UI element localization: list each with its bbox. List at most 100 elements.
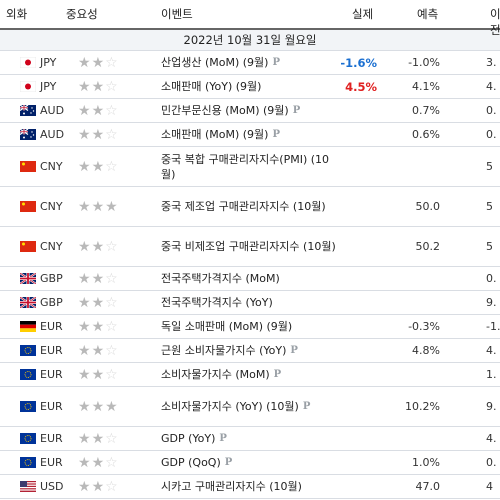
table-row[interactable]: GBP ★ ★ ☆ 전국주택가격지수 (MoM) 0. [0, 267, 500, 291]
star-empty-icon: ☆ [105, 478, 119, 495]
event-label[interactable]: 민간부문신용 (MoM) (9월) [161, 104, 289, 117]
event-name[interactable]: 중국 비제조업 구매관리자지수 (10월) [161, 227, 339, 266]
de-flag-icon [18, 315, 38, 338]
star-empty-icon: ☆ [105, 54, 119, 71]
currency-code: AUD [40, 128, 65, 141]
star-empty-icon: ☆ [105, 102, 119, 119]
star-filled-icon: ★ [78, 198, 92, 215]
header-actual[interactable]: 실제 [352, 7, 374, 21]
star-filled-icon: ★ [78, 366, 92, 383]
star-filled-icon: ★ [91, 366, 106, 383]
table-row[interactable]: USD ★ ★ ☆ 시카고 구매관리자지수 (10월) 47.0 4 [0, 475, 500, 499]
event-label[interactable]: 소비자물가지수 (MoM) [161, 368, 270, 381]
event-label[interactable]: 소매판매 (YoY) (9월) [161, 80, 262, 93]
cn-flag-icon [18, 147, 38, 186]
star-filled-icon: ★ [91, 398, 106, 415]
event-name[interactable]: 전국주택가격지수 (YoY) [161, 291, 339, 314]
header-previous[interactable]: 이전 [490, 7, 500, 37]
event-label[interactable]: 근원 소비자물가지수 (YoY) [161, 344, 287, 357]
event-name[interactable]: 근원 소비자물가지수 (YoY) P [161, 339, 339, 362]
table-row[interactable]: JPY ★ ★ ☆ 산업생산 (MoM) (9월) P -1.6% -1.0% 3. [0, 51, 500, 75]
event-label[interactable]: GDP (QoQ) [161, 456, 221, 469]
event-label[interactable]: 독일 소매판매 (MoM) (9월) [161, 320, 293, 333]
event-name[interactable]: GDP (QoQ) P [161, 451, 339, 474]
table-row[interactable]: AUD ★ ★ ☆ 소매판매 (MoM) (9월) P 0.6% 0. [0, 123, 500, 147]
preliminary-icon: P [302, 401, 311, 412]
importance-stars: ★ ★ ☆ [78, 99, 119, 122]
cn-flag-icon-svg [20, 241, 36, 252]
star-filled-icon: ★ [91, 342, 106, 359]
table-row[interactable]: EUR ★ ★ ☆ 근원 소비자물가지수 (YoY) P 4.8% 4. [0, 339, 500, 363]
importance-stars: ★ ★ ☆ [78, 227, 119, 266]
event-name[interactable]: 소매판매 (MoM) (9월) P [161, 123, 339, 146]
event-name[interactable]: 시카고 구매관리자지수 (10월) [161, 475, 339, 498]
table-row[interactable]: EUR ★ ★ ☆ 소비자물가지수 (MoM) P 1. [0, 363, 500, 387]
eu-flag-icon-svg [20, 369, 36, 380]
event-name[interactable]: 중국 복합 구매관리자지수(PMI) (10월) [161, 147, 339, 186]
event-label[interactable]: 소비자물가지수 (YoY) (10월) [161, 400, 299, 413]
event-label[interactable]: GDP (YoY) [161, 432, 216, 445]
table-row[interactable]: EUR ★ ★ ☆ 독일 소매판매 (MoM) (9월) -0.3% -1. [0, 315, 500, 339]
star-filled-icon: ★ [91, 238, 106, 255]
event-name[interactable]: 중국 제조업 구매관리자지수 (10월) [161, 187, 339, 226]
importance-stars: ★ ★ ☆ [78, 51, 119, 74]
event-name[interactable]: 산업생산 (MoM) (9월) P [161, 51, 339, 74]
event-label[interactable]: 전국주택가격지수 (MoM) [161, 272, 280, 285]
event-name[interactable]: 소비자물가지수 (MoM) P [161, 363, 339, 386]
jp-flag-icon [18, 75, 38, 98]
importance-stars: ★ ★ ☆ [78, 363, 119, 386]
us-flag-icon-svg [20, 481, 36, 492]
header-importance[interactable]: 중요성 [66, 7, 98, 21]
star-filled-icon: ★ [78, 238, 92, 255]
event-name[interactable]: 소매판매 (YoY) (9월) [161, 75, 339, 98]
event-name[interactable]: 소비자물가지수 (YoY) (10월) P [161, 387, 339, 426]
forecast-value: 10.2% [405, 400, 440, 413]
currency-code: EUR [40, 344, 63, 357]
star-filled-icon: ★ [105, 398, 119, 415]
gb-flag-icon-svg [20, 297, 36, 308]
event-name[interactable]: 전국주택가격지수 (MoM) [161, 267, 339, 290]
table-row[interactable]: CNY ★ ★ ☆ 중국 비제조업 구매관리자지수 (10월) 50.2 5 [0, 227, 500, 267]
table-row[interactable]: GBP ★ ★ ☆ 전국주택가격지수 (YoY) 9. [0, 291, 500, 315]
star-filled-icon: ★ [91, 158, 106, 175]
star-filled-icon: ★ [91, 54, 106, 71]
gb-flag-icon-svg [20, 273, 36, 284]
previous-value: 4. [486, 432, 497, 445]
forecast-value: 50.0 [415, 200, 441, 213]
star-empty-icon: ☆ [105, 294, 119, 311]
cn-flag-icon-svg [20, 161, 36, 172]
star-filled-icon: ★ [91, 478, 106, 495]
star-filled-icon: ★ [91, 126, 106, 143]
previous-value: 0. [486, 128, 497, 141]
event-label[interactable]: 중국 복합 구매관리자지수(PMI) (10월) [161, 152, 330, 181]
event-label[interactable]: 전국주택가격지수 (YoY) [161, 296, 273, 309]
table-row[interactable]: JPY ★ ★ ☆ 소매판매 (YoY) (9월) 4.5% 4.1% 4. [0, 75, 500, 99]
event-label[interactable]: 중국 제조업 구매관리자지수 (10월) [161, 200, 326, 213]
table-row[interactable]: EUR ★ ★ ☆ GDP (QoQ) P 1.0% 0. [0, 451, 500, 475]
header-forecast[interactable]: 예측 [417, 7, 439, 21]
header-currency[interactable]: 외화 [6, 7, 28, 21]
eu-flag-icon [18, 387, 38, 426]
date-row: 2022년 10월 31일 월요일 [0, 30, 500, 51]
table-row[interactable]: EUR ★ ★ ★ 소비자물가지수 (YoY) (10월) P 10.2% 9. [0, 387, 500, 427]
cn-flag-icon [18, 227, 38, 266]
au-flag-icon [18, 123, 38, 146]
au-flag-icon-svg [20, 129, 36, 140]
previous-value: 4 [486, 480, 493, 493]
gb-flag-icon [18, 267, 38, 290]
event-label[interactable]: 소매판매 (MoM) (9월) [161, 128, 269, 141]
event-name[interactable]: 민간부문신용 (MoM) (9월) P [161, 99, 339, 122]
table-row[interactable]: AUD ★ ★ ☆ 민간부문신용 (MoM) (9월) P 0.7% 0. [0, 99, 500, 123]
header-event[interactable]: 이벤트 [161, 7, 193, 21]
table-row[interactable]: EUR ★ ★ ☆ GDP (YoY) P 4. [0, 427, 500, 451]
table-row[interactable]: CNY ★ ★ ★ 중국 제조업 구매관리자지수 (10월) 50.0 5 [0, 187, 500, 227]
event-name[interactable]: GDP (YoY) P [161, 427, 339, 450]
event-label[interactable]: 중국 비제조업 구매관리자지수 (10월) [161, 240, 336, 253]
star-filled-icon: ★ [78, 342, 92, 359]
event-label[interactable]: 시카고 구매관리자지수 (10월) [161, 480, 302, 493]
event-name[interactable]: 독일 소매판매 (MoM) (9월) [161, 315, 339, 338]
forecast-value: 1.0% [412, 456, 440, 469]
table-row[interactable]: CNY ★ ★ ☆ 중국 복합 구매관리자지수(PMI) (10월) 5 [0, 147, 500, 187]
event-label[interactable]: 산업생산 (MoM) (9월) [161, 56, 269, 69]
star-empty-icon: ☆ [105, 270, 119, 287]
